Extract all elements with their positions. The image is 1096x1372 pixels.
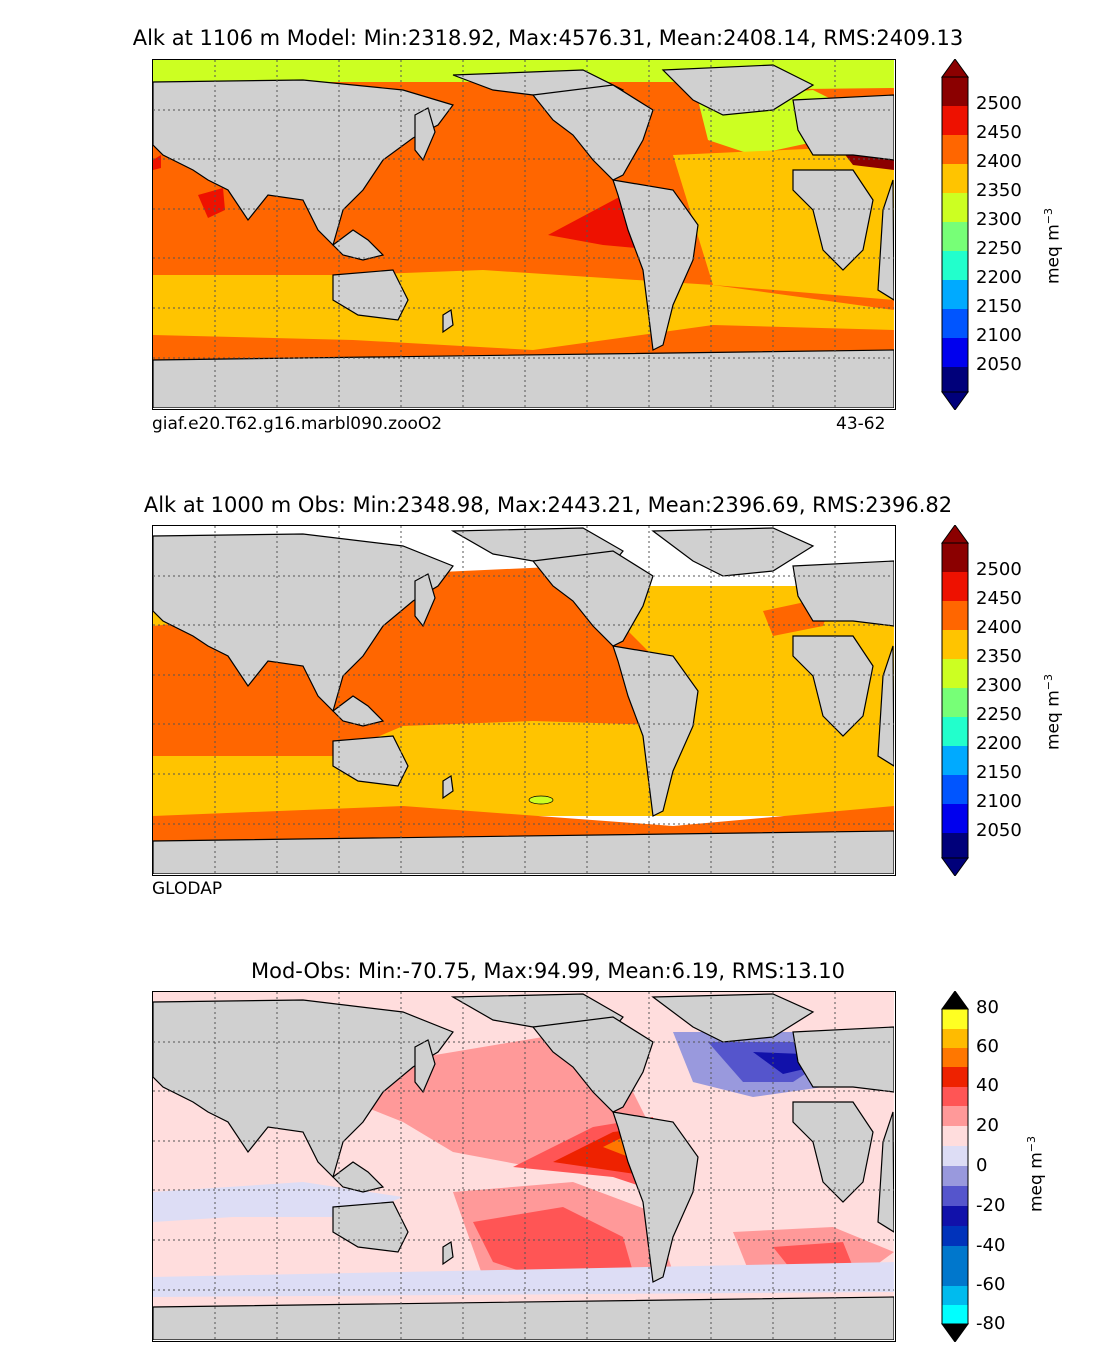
graticule (153, 992, 894, 1340)
colorbar-extend-max (941, 58, 969, 78)
land-masses (153, 527, 894, 874)
colorbar-tick: 2400 (976, 151, 1022, 172)
colorbar-unit-label: meq m−3 (1042, 208, 1064, 284)
colorbar-extend-min (941, 1323, 969, 1343)
colorbar-tick: 2200 (976, 267, 1022, 288)
panel1-title: Alk at 1106 m Model: Min:2318.92, Max:45… (132, 26, 964, 50)
panel2-title: Alk at 1000 m Obs: Min:2348.98, Max:2443… (143, 493, 953, 517)
colorbar-tick: 2500 (976, 559, 1022, 580)
colorbar-extend-min (941, 857, 969, 877)
arabian-sea-high (198, 188, 225, 218)
colorbar-tick: 2100 (976, 325, 1022, 346)
panel1-left-caption: giaf.e20.T62.g16.marbl090.zooO2 (152, 414, 443, 434)
panel1-map (152, 59, 896, 410)
colorbar-tick: -20 (976, 1195, 1006, 1216)
colorbar-extend-max (941, 990, 969, 1010)
colorbar-tick: 2400 (976, 617, 1022, 638)
colorbar-tick: -60 (976, 1274, 1006, 1295)
colorbar-unit-label: meq m−3 (1042, 674, 1064, 750)
colorbar-tick: 2450 (976, 122, 1022, 143)
land-masses (153, 993, 894, 1340)
colorbar-tick: 2250 (976, 704, 1022, 725)
colorbar-unit-label: meq m−3 (1025, 1136, 1047, 1212)
colorbar-tick: 2100 (976, 791, 1022, 812)
panel3-colorbar (940, 990, 970, 1343)
colorbar-extend-min (941, 391, 969, 411)
panel3-title: Mod-Obs: Min:-70.75, Max:94.99, Mean:6.1… (251, 959, 845, 983)
colorbar-tick: 80 (976, 997, 999, 1018)
colorbar-tick: 2200 (976, 733, 1022, 754)
colorbar-tick: 0 (976, 1155, 988, 1176)
colorbar-tick: 2250 (976, 238, 1022, 259)
colorbar-tick: 40 (976, 1075, 999, 1096)
panel1-right-caption: 43-62 (836, 414, 886, 434)
colorbar-tick: 2450 (976, 588, 1022, 609)
colorbar-tick: -80 (976, 1313, 1006, 1334)
panel2-map (152, 525, 896, 876)
colorbar-tick: 20 (976, 1115, 999, 1136)
graticule (153, 60, 894, 408)
colorbar-tick: 2300 (976, 209, 1022, 230)
colorbar-tick: 2150 (976, 762, 1022, 783)
colorbar-tick: 2350 (976, 180, 1022, 201)
south-pacific-anomaly (528, 795, 554, 805)
colorbar-extend-max (941, 524, 969, 544)
colorbar-tick: 2150 (976, 296, 1022, 317)
colorbar-tick: 2350 (976, 646, 1022, 667)
colorbar-tick: -40 (976, 1235, 1006, 1256)
colorbar-tick: 2050 (976, 820, 1022, 841)
panel2-colorbar (940, 524, 970, 877)
panel2-left-caption: GLODAP (152, 879, 223, 899)
colorbar-tick: 2500 (976, 93, 1022, 114)
colorbar-tick: 2300 (976, 675, 1022, 696)
land-masses (153, 64, 894, 408)
graticule (153, 526, 894, 874)
panel1-colorbar (940, 58, 970, 411)
colorbar-tick: 60 (976, 1036, 999, 1057)
panel3-map (152, 991, 896, 1342)
colorbar-tick: 2050 (976, 354, 1022, 375)
